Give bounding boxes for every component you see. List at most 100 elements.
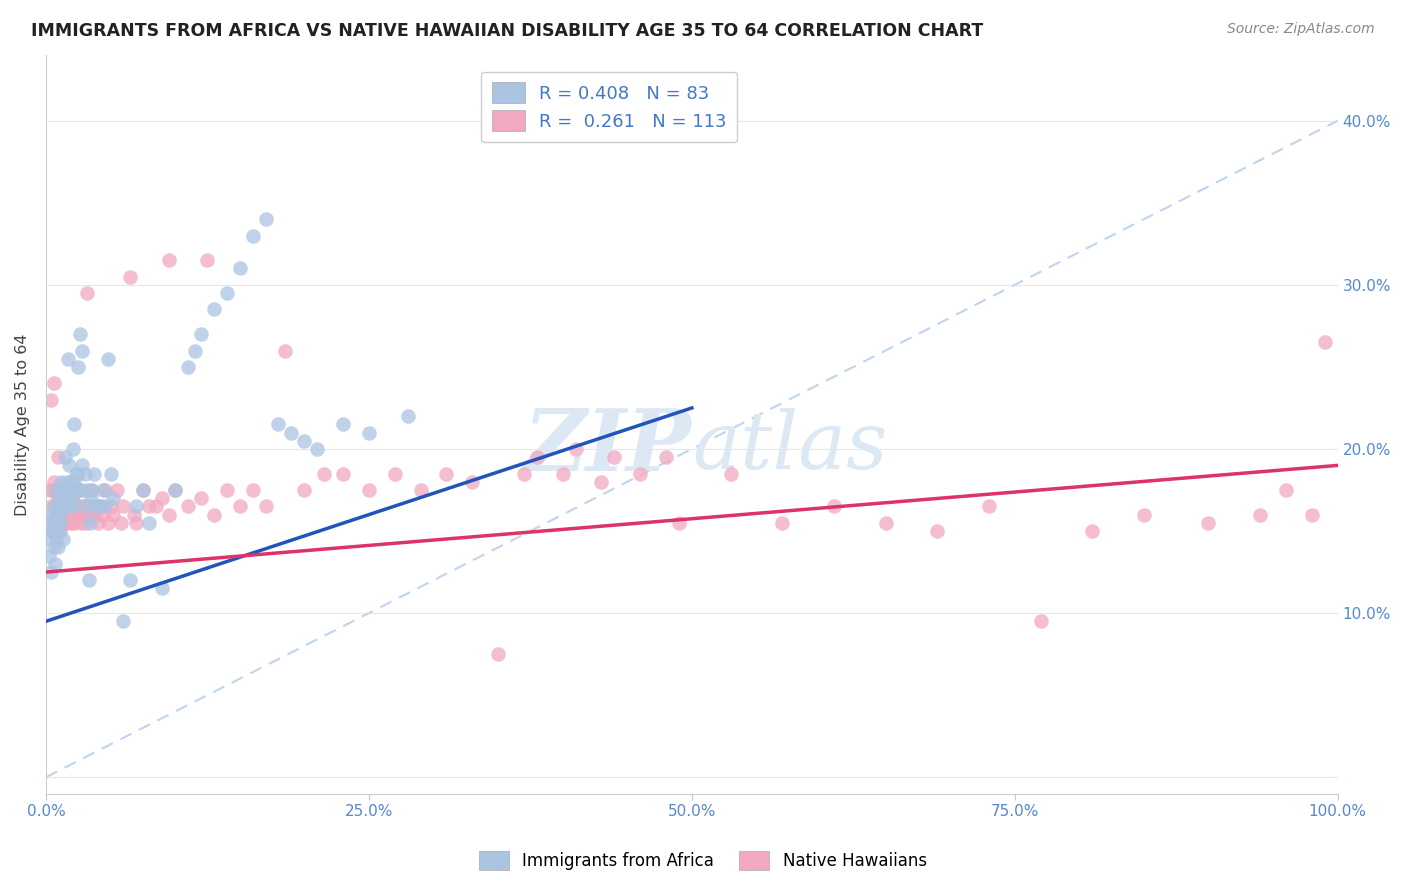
Point bbox=[100, 467, 122, 481]
Point bbox=[655, 450, 678, 465]
Point bbox=[49, 516, 72, 530]
Point bbox=[38, 483, 60, 497]
Point bbox=[73, 467, 96, 481]
Point bbox=[70, 458, 93, 473]
Point bbox=[280, 425, 302, 440]
Point bbox=[53, 491, 76, 506]
Point bbox=[125, 516, 148, 530]
Point bbox=[190, 327, 212, 342]
Point bbox=[118, 269, 141, 284]
Point bbox=[60, 491, 83, 506]
Point bbox=[132, 483, 155, 497]
Point bbox=[69, 500, 91, 514]
Point bbox=[927, 524, 949, 538]
Point bbox=[112, 615, 135, 629]
Point bbox=[52, 533, 75, 547]
Point bbox=[45, 533, 67, 547]
Point bbox=[105, 483, 128, 497]
Point bbox=[59, 508, 82, 522]
Point bbox=[357, 425, 380, 440]
Legend: Immigrants from Africa, Native Hawaiians: Immigrants from Africa, Native Hawaiians bbox=[472, 844, 934, 877]
Point bbox=[58, 500, 80, 514]
Point bbox=[461, 475, 484, 489]
Point bbox=[82, 500, 104, 514]
Point bbox=[56, 351, 79, 366]
Point bbox=[125, 500, 148, 514]
Point bbox=[100, 500, 122, 514]
Point bbox=[138, 500, 160, 514]
Point bbox=[49, 524, 72, 538]
Point bbox=[165, 483, 187, 497]
Point bbox=[1198, 516, 1220, 530]
Point bbox=[66, 483, 89, 497]
Point bbox=[1081, 524, 1104, 538]
Point bbox=[53, 450, 76, 465]
Point bbox=[513, 467, 536, 481]
Point bbox=[118, 574, 141, 588]
Point bbox=[94, 483, 117, 497]
Point bbox=[73, 508, 96, 522]
Point bbox=[48, 524, 70, 538]
Point bbox=[83, 467, 105, 481]
Point bbox=[332, 417, 354, 432]
Point bbox=[526, 450, 548, 465]
Point bbox=[58, 500, 80, 514]
Point bbox=[66, 500, 89, 514]
Point bbox=[41, 524, 63, 538]
Point bbox=[551, 467, 574, 481]
Point bbox=[39, 516, 62, 530]
Point bbox=[1301, 508, 1323, 522]
Point bbox=[332, 467, 354, 481]
Point bbox=[77, 500, 100, 514]
Point bbox=[51, 500, 73, 514]
Point bbox=[46, 508, 69, 522]
Point bbox=[77, 574, 100, 588]
Point bbox=[60, 500, 83, 514]
Point bbox=[274, 343, 297, 358]
Text: IMMIGRANTS FROM AFRICA VS NATIVE HAWAIIAN DISABILITY AGE 35 TO 64 CORRELATION CH: IMMIGRANTS FROM AFRICA VS NATIVE HAWAIIA… bbox=[31, 22, 983, 40]
Point bbox=[101, 508, 124, 522]
Point bbox=[165, 483, 187, 497]
Point bbox=[69, 327, 91, 342]
Point bbox=[668, 516, 690, 530]
Point bbox=[70, 483, 93, 497]
Point bbox=[242, 483, 264, 497]
Point bbox=[46, 541, 69, 555]
Point bbox=[44, 557, 66, 571]
Point bbox=[82, 483, 104, 497]
Point bbox=[38, 516, 60, 530]
Point bbox=[41, 508, 63, 522]
Text: atlas: atlas bbox=[692, 408, 887, 485]
Point bbox=[89, 500, 111, 514]
Point bbox=[97, 516, 120, 530]
Point bbox=[67, 359, 90, 374]
Point bbox=[823, 500, 845, 514]
Point bbox=[53, 483, 76, 497]
Point bbox=[254, 212, 277, 227]
Point bbox=[52, 516, 75, 530]
Point bbox=[46, 450, 69, 465]
Point bbox=[292, 483, 315, 497]
Point bbox=[434, 467, 457, 481]
Point bbox=[45, 516, 67, 530]
Point bbox=[591, 475, 613, 489]
Point bbox=[53, 500, 76, 514]
Point bbox=[1249, 508, 1271, 522]
Point bbox=[110, 516, 132, 530]
Point bbox=[177, 359, 200, 374]
Point bbox=[770, 516, 793, 530]
Legend: R = 0.408   N = 83, R =  0.261   N = 113: R = 0.408 N = 83, R = 0.261 N = 113 bbox=[481, 71, 737, 142]
Point bbox=[76, 286, 98, 301]
Point bbox=[190, 491, 212, 506]
Point bbox=[45, 483, 67, 497]
Point bbox=[86, 500, 108, 514]
Point bbox=[228, 500, 250, 514]
Point bbox=[59, 475, 82, 489]
Point bbox=[41, 483, 63, 497]
Point bbox=[52, 483, 75, 497]
Point bbox=[63, 475, 86, 489]
Point bbox=[49, 516, 72, 530]
Text: ZIP: ZIP bbox=[524, 405, 692, 488]
Point bbox=[89, 500, 111, 514]
Point bbox=[1029, 615, 1052, 629]
